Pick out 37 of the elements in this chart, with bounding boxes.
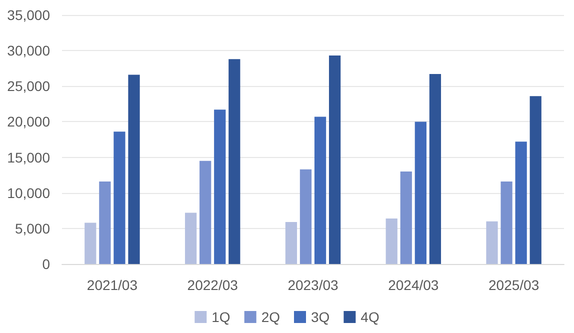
bar <box>386 218 398 264</box>
bar <box>486 221 498 264</box>
y-tick-label: 35,000 <box>7 7 50 23</box>
y-tick-label: 30,000 <box>7 42 50 59</box>
bar <box>400 172 412 264</box>
bar <box>214 110 226 264</box>
bar <box>84 222 96 264</box>
x-tick-label: 2025/03 <box>488 277 540 293</box>
bar <box>314 116 326 264</box>
y-tick-label: 20,000 <box>7 114 50 130</box>
bar <box>414 122 426 264</box>
x-tick-label: 2021/03 <box>86 277 138 293</box>
y-tick-label: 5,000 <box>14 220 50 236</box>
y-tick-label: 10,000 <box>7 184 50 201</box>
x-tick-label: 2024/03 <box>388 277 439 293</box>
legend-label: 1Q <box>212 309 230 325</box>
bar <box>429 74 442 264</box>
bar <box>300 169 312 264</box>
bar <box>99 181 111 264</box>
y-tick-label: 25,000 <box>7 78 50 94</box>
bar <box>114 132 126 264</box>
bar <box>228 59 240 264</box>
x-tick-label: 2022/03 <box>187 277 238 293</box>
legend-label: 4Q <box>360 309 380 325</box>
bar <box>200 160 212 264</box>
bar <box>515 142 527 264</box>
legend-label: 3Q <box>311 309 330 325</box>
bar <box>530 96 542 264</box>
bar <box>128 74 140 264</box>
legend-label: 2Q <box>261 309 280 325</box>
bar <box>184 212 197 264</box>
bar <box>500 181 512 264</box>
y-tick-label: 0 <box>42 256 50 272</box>
bar <box>285 222 298 264</box>
bar <box>328 56 341 264</box>
y-tick-label: 15,000 <box>7 149 50 166</box>
x-tick-label: 2023/03 <box>288 277 339 293</box>
